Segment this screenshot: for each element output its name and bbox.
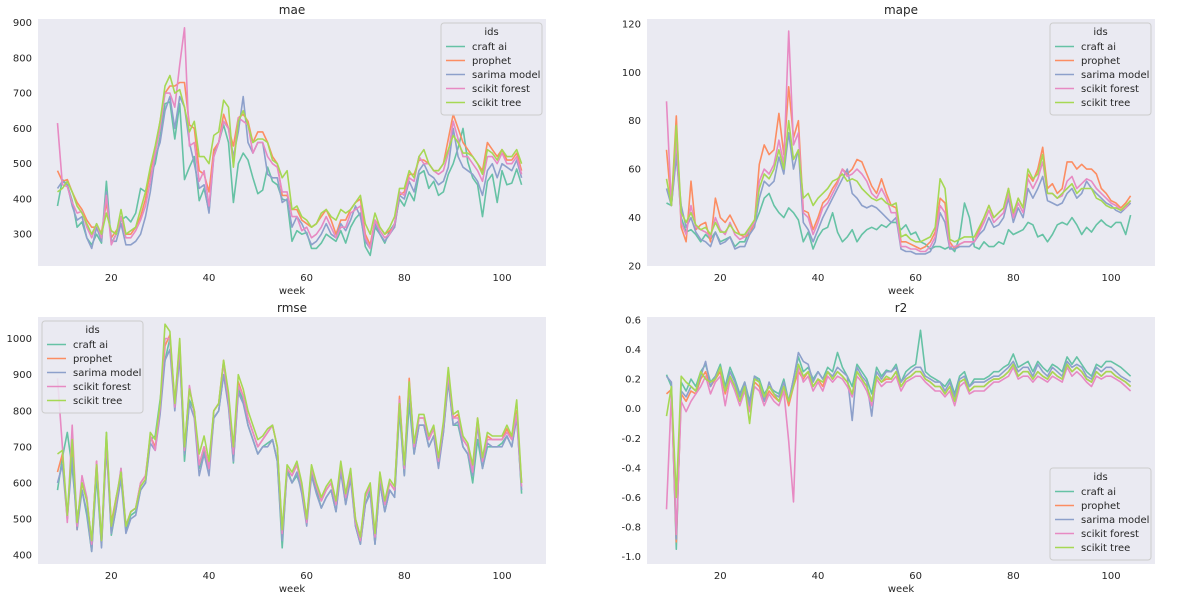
y-tick-label: 600: [13, 124, 32, 135]
x-tick-label: 40: [203, 273, 216, 284]
chart-title: r2: [895, 301, 908, 315]
x-tick-label: 20: [714, 273, 727, 284]
x-tick-label: 80: [1007, 273, 1020, 284]
x-axis-label: week: [888, 286, 914, 297]
y-tick-label: 400: [13, 194, 32, 205]
y-tick-label: 0.2: [625, 375, 641, 386]
legend-entry: craft ai: [1081, 42, 1116, 53]
x-tick-label: 20: [714, 571, 727, 582]
legend-entry: scikit tree: [472, 98, 521, 109]
y-tick-label: 60: [628, 165, 641, 176]
y-tick-label: 500: [13, 514, 32, 525]
y-tick-label: 0.6: [625, 315, 641, 326]
y-tick-label: 0.0: [625, 404, 641, 415]
y-tick-label: -0.8: [621, 523, 641, 534]
y-tick-label: 600: [13, 478, 32, 489]
y-tick-label: 800: [13, 53, 32, 64]
legend-entry: craft ai: [1081, 487, 1116, 498]
y-tick-label: 700: [13, 89, 32, 100]
x-tick-label: 60: [909, 273, 922, 284]
x-tick-label: 60: [300, 571, 313, 582]
y-tick-label: 100: [622, 68, 641, 79]
x-tick-label: 80: [398, 571, 411, 582]
legend-entry: craft ai: [472, 42, 507, 53]
chart-title: rmse: [277, 301, 307, 315]
x-tick-label: 20: [105, 273, 118, 284]
x-axis-label: week: [279, 286, 305, 297]
legend: ids craft ai prophet sarima model scikit for…: [1050, 23, 1151, 115]
legend-entry: scikit forest: [1081, 529, 1139, 540]
legend-entry: scikit forest: [73, 382, 131, 393]
y-tick-label: 20: [628, 262, 641, 273]
legend-entry: prophet: [1081, 56, 1120, 67]
chart-title: mae: [279, 3, 305, 17]
legend-entry: prophet: [472, 56, 511, 67]
x-tick-label: 40: [203, 571, 216, 582]
x-tick-label: 80: [1007, 571, 1020, 582]
chart-panel-mape: mape 20 40 60 80 100 20 40 60 80 100 120 week ids craf…: [622, 3, 1155, 297]
y-tick-label: -0.6: [621, 493, 641, 504]
legend: ids craft ai prophet sarima model scikit for…: [42, 321, 143, 413]
y-tick-label: -0.4: [621, 463, 641, 474]
chart-title: mape: [884, 3, 918, 17]
legend-entry: scikit tree: [1081, 98, 1130, 109]
x-tick-label: 60: [300, 273, 313, 284]
legend-entry: prophet: [73, 354, 112, 365]
legend-entry: sarima model: [472, 70, 540, 81]
legend-entry: sarima model: [73, 368, 141, 379]
y-tick-label: -0.2: [621, 434, 641, 445]
legend-entry: scikit forest: [472, 84, 530, 95]
legend-entry: scikit forest: [1081, 84, 1139, 95]
legend-entry: sarima model: [1081, 515, 1149, 526]
legend-entry: prophet: [1081, 501, 1120, 512]
y-tick-label: 400: [13, 550, 32, 561]
y-tick-label: 300: [13, 230, 32, 241]
y-tick-label: 500: [13, 159, 32, 170]
y-tick-label: 0.4: [625, 345, 641, 356]
legend-entry: scikit tree: [73, 396, 122, 407]
legend-entry: craft ai: [73, 340, 108, 351]
legend-entry: scikit tree: [1081, 543, 1130, 554]
y-tick-label: -1.0: [621, 552, 641, 563]
x-tick-label: 60: [909, 571, 922, 582]
y-tick-label: 1000: [7, 334, 32, 345]
x-tick-label: 100: [492, 571, 511, 582]
chart-panel-rmse: rmse 20 40 60 80 100 400 500 600 700 800 900 1000 wee…: [7, 301, 546, 595]
y-tick-label: 900: [13, 370, 32, 381]
chart-panel-r2: r2 20 40 60 80 100 -1.0 -0.8 -0.6 -0.4 -0.2 0.0 0.2 0…: [621, 301, 1155, 595]
y-tick-label: 800: [13, 406, 32, 417]
x-tick-label: 80: [398, 273, 411, 284]
x-tick-label: 100: [1101, 571, 1120, 582]
legend-title: ids: [1093, 27, 1107, 38]
x-axis-label: week: [888, 584, 914, 595]
x-tick-label: 40: [812, 571, 825, 582]
legend-title: ids: [484, 27, 498, 38]
y-tick-label: 80: [628, 116, 641, 127]
y-tick-label: 120: [622, 19, 641, 30]
x-tick-label: 100: [1101, 273, 1120, 284]
y-tick-label: 900: [13, 18, 32, 29]
x-tick-label: 100: [492, 273, 511, 284]
legend-title: ids: [1093, 472, 1107, 483]
x-tick-label: 20: [105, 571, 118, 582]
chart-panel-mae: mae 20 40 60 80 100 300 400 500 600 700 800 900 week i…: [13, 3, 546, 297]
y-tick-label: 40: [628, 213, 641, 224]
legend: ids craft ai prophet sarima model scikit for…: [1050, 468, 1151, 560]
x-axis-label: week: [279, 584, 305, 595]
x-tick-label: 40: [812, 273, 825, 284]
legend: ids craft ai prophet sarima model scikit for…: [441, 23, 542, 115]
legend-entry: sarima model: [1081, 70, 1149, 81]
y-tick-label: 700: [13, 442, 32, 453]
legend-title: ids: [85, 325, 99, 336]
